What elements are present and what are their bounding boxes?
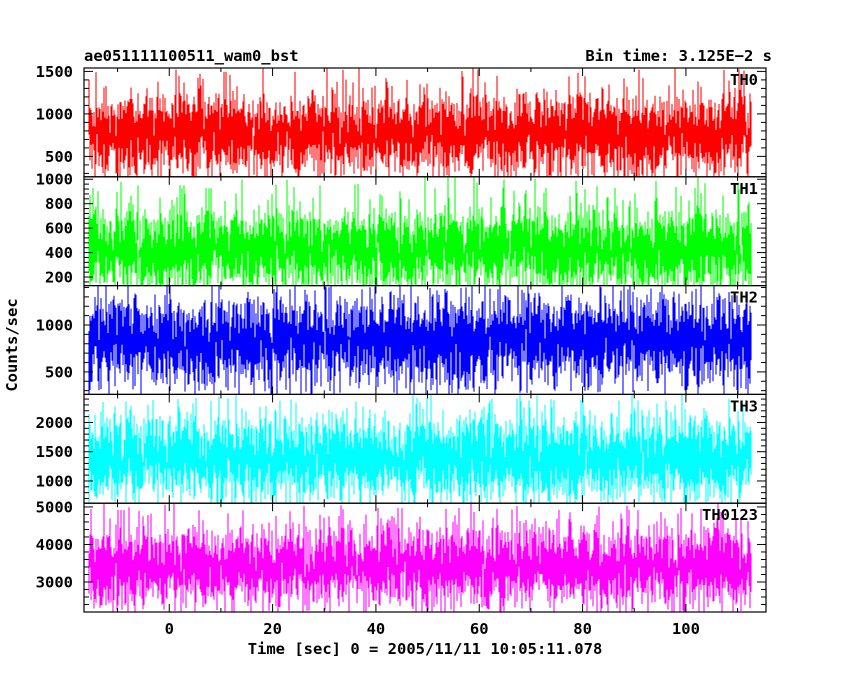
- x-tick-label: 80: [573, 620, 592, 638]
- panel-th1: 200 400 600 800 1000 TH1: [36, 171, 767, 287]
- y-tick-label: 1500: [36, 63, 73, 81]
- y-tick-label: 1000: [36, 171, 73, 189]
- panel-label: TH3: [730, 397, 758, 415]
- y-tick-label: 1000: [36, 472, 73, 490]
- chart-title-right: Bin time: 3.125E−2 s: [585, 47, 772, 65]
- y-tick-label: 1000: [36, 105, 73, 123]
- panel-label: TH2: [730, 289, 758, 307]
- series-trace-th0: [88, 68, 752, 177]
- panels-group: 500 1000 1500 TH0 200 400 600 800 1000 TH1 500 1000…: [36, 63, 767, 613]
- x-axis-label: Time [sec] 0 = 2005/11/11 10:05:11.078: [248, 640, 603, 658]
- x-tick-label: 60: [470, 620, 489, 638]
- y-tick-label: 2000: [36, 414, 73, 432]
- y-tick-label: 1000: [36, 316, 73, 334]
- panel-label: TH0123: [702, 506, 758, 524]
- series-trace-th2: [88, 285, 752, 395]
- series-trace-th0123: [88, 503, 752, 613]
- panel-th3: 1000 1500 2000 TH3: [36, 393, 767, 504]
- panel-th2: 500 1000 TH2: [36, 285, 767, 396]
- x-tick-label: 40: [367, 620, 386, 638]
- x-tick-label: 20: [263, 620, 282, 638]
- y-tick-label: 500: [45, 148, 73, 166]
- panel-frame: [83, 502, 767, 613]
- panel-label: TH1: [730, 180, 758, 198]
- series-trace-th1: [88, 176, 752, 286]
- y-tick-label: 400: [45, 244, 73, 262]
- y-axis-label: Counts/sec: [3, 298, 21, 391]
- y-tick-label: 200: [45, 269, 73, 287]
- panel-th0123: 3000 4000 5000 TH0123: [36, 498, 767, 613]
- series-trace-th3: [88, 394, 752, 504]
- x-tick-label: 100: [672, 620, 700, 638]
- y-tick-label: 600: [45, 220, 73, 238]
- y-tick-label: 500: [45, 363, 73, 381]
- chart-title-left: ae051111100511_wam0_bst: [84, 47, 299, 65]
- y-tick-label: 800: [45, 195, 73, 213]
- y-tick-label: 5000: [36, 498, 73, 516]
- y-tick-label: 4000: [36, 536, 73, 554]
- x-tick-label: 0: [165, 620, 174, 638]
- panel-label: TH0: [730, 71, 758, 89]
- x-axis: 0 20 40 60 80 100: [165, 620, 700, 638]
- y-tick-label: 1500: [36, 443, 73, 461]
- y-tick-label: 3000: [36, 573, 73, 591]
